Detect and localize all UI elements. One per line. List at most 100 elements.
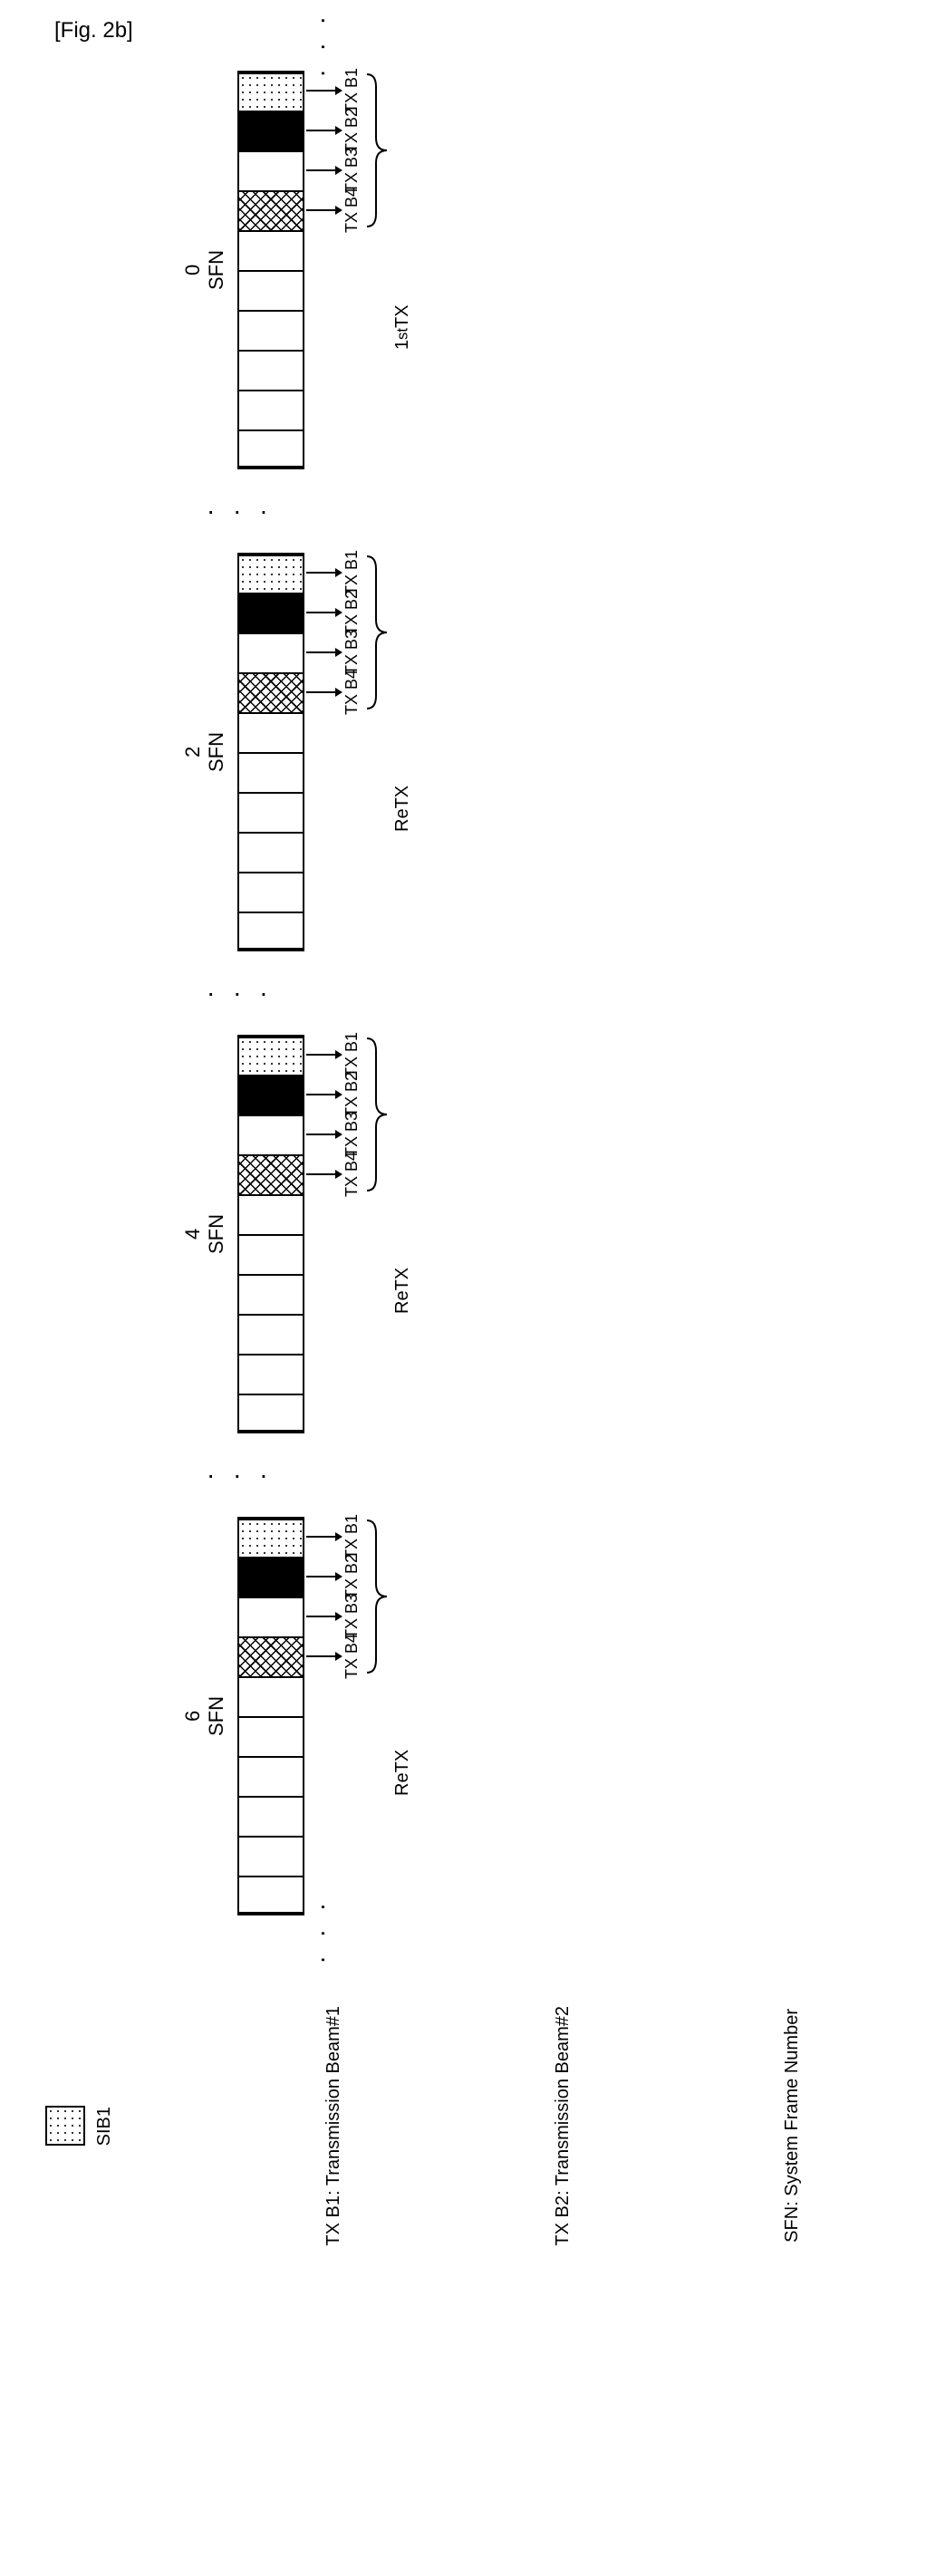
sfn-label: SFN 6 [181,1689,228,1743]
empty-slot [237,1354,304,1394]
empty-slot [237,1716,304,1756]
empty-slot [237,1234,304,1274]
beam-slot [237,632,304,672]
arrow-row: TX B1 [306,71,362,111]
arrow-column: TX B1TX B2TX B3TX B4 [306,553,362,712]
ellipsis: · · · [207,979,274,1008]
brace [365,1517,389,1676]
arrow-row: TX B3 [306,632,362,672]
arrow-column: TX B1TX B2TX B3TX B4 [306,1035,362,1194]
cell-column [237,1035,304,1433]
empty-slot [237,429,304,469]
tx-label: TX B2 [342,1072,362,1117]
frame-group: SFN 6TX B1TX B2TX B3TX B4ReTX· · · [181,1517,413,1915]
legend-sib1-label: SIB1 [94,2107,115,2146]
arrow-icon [306,165,342,176]
empty-slot [237,310,304,350]
tx-label: TX B2 [342,590,362,635]
footer-sfn: SFN: System Frame Number [782,2009,803,2243]
beam-slot [237,593,304,632]
arrow-icon [306,1531,342,1542]
tx-label: TX B3 [342,148,362,193]
empty-slot [237,1876,304,1915]
arrow-row: TX B4 [306,190,362,230]
empty-slot [237,1274,304,1314]
arrow-icon [306,1169,342,1180]
retx-label: ReTX [392,1154,413,1314]
tx-label: TX B4 [342,1152,362,1197]
empty-slot [237,752,304,792]
arrow-row: TX B3 [306,1597,362,1636]
retx-label: ReTX [392,672,413,832]
ellipsis: · · · [207,497,274,526]
retx-label: 1st TX [392,190,413,350]
sfn-label: SFN 2 [181,725,228,779]
sfn-label: SFN 4 [181,1207,228,1261]
arrow-row: TX B4 [306,672,362,712]
arrow-row: TX B4 [306,1636,362,1676]
empty-slot [237,1394,304,1433]
cell-column [237,553,304,951]
arrow-icon [306,1571,342,1582]
tx-label: TX B1 [342,1032,362,1077]
beam-slot [237,1597,304,1636]
beam-slot [237,1075,304,1114]
ellipsis: · · · [310,1903,339,1970]
arrow-row: TX B2 [306,1557,362,1597]
empty-slot [237,230,304,270]
beam-slot [237,1636,304,1676]
beam-slot [237,1517,304,1557]
empty-slot [237,912,304,951]
arrow-icon [306,687,342,698]
arrow-icon [306,85,342,96]
tx-label: TX B3 [342,1594,362,1639]
tx-label: TX B1 [342,550,362,595]
retx-label: ReTX [392,1636,413,1796]
sfn-label: SFN 0 [181,243,228,297]
tx-label: TX B4 [342,188,362,233]
tx-label: TX B1 [342,68,362,113]
empty-slot [237,712,304,752]
tx-label: TX B4 [342,1634,362,1679]
tx-label: TX B2 [342,108,362,153]
ellipsis: · · · [207,1461,274,1490]
beam-slot [237,1114,304,1154]
arrow-icon [306,1129,342,1140]
empty-slot [237,390,304,429]
arrow-icon [306,205,342,216]
brace [365,71,389,230]
arrow-icon [306,125,342,136]
beam-slot [237,1557,304,1597]
empty-slot [237,1756,304,1796]
arrow-icon [306,1049,342,1060]
beam-slot [237,190,304,230]
empty-slot [237,1796,304,1836]
arrow-icon [306,1089,342,1100]
arrow-row: TX B3 [306,150,362,190]
beam-slot [237,1154,304,1194]
empty-slot [237,350,304,390]
beam-slot [237,150,304,190]
empty-slot [237,1314,304,1354]
brace [365,553,389,712]
legend-swatch-sib1 [45,2106,85,2146]
arrow-column: TX B1TX B2TX B3TX B4 [306,71,362,230]
arrow-row: TX B2 [306,593,362,632]
arrow-row: TX B4 [306,1154,362,1194]
frame-group: · · ·SFN 0TX B1TX B2TX B3TX B41st TX [181,71,413,469]
tx-label: TX B3 [342,1112,362,1157]
beam-slot [237,111,304,150]
arrow-icon [306,1651,342,1662]
arrow-icon [306,1611,342,1622]
frame-group: SFN 2 TX B1TX B2TX B3TX B4 ReTX [181,553,413,951]
arrow-icon [306,607,342,618]
arrow-row: TX B2 [306,1075,362,1114]
tx-label: TX B3 [342,630,362,675]
empty-slot [237,832,304,872]
footer-txb1: TX B1: Transmission Beam#1 [323,2006,344,2246]
tx-label: TX B1 [342,1514,362,1559]
arrow-row: TX B1 [306,1517,362,1557]
footer-txb2: TX B2: Transmission Beam#2 [553,2006,574,2246]
arrow-icon [306,647,342,658]
arrow-row: TX B1 [306,553,362,593]
